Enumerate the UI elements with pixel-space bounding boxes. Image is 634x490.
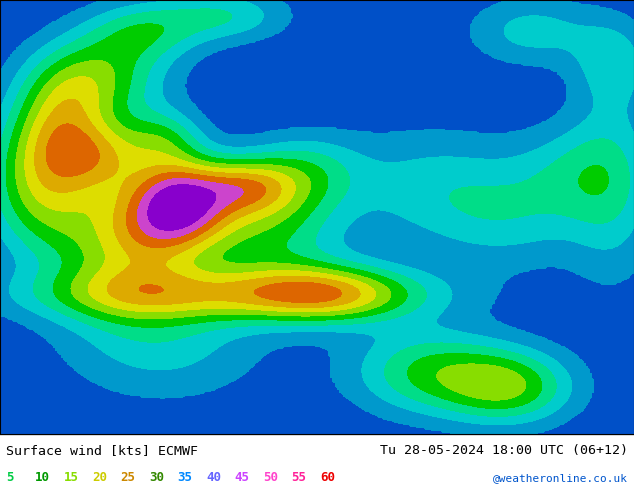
Text: Tu 28-05-2024 18:00 UTC (06+12): Tu 28-05-2024 18:00 UTC (06+12) — [380, 444, 628, 457]
Text: 20: 20 — [92, 471, 107, 484]
Text: 25: 25 — [120, 471, 136, 484]
Text: 35: 35 — [178, 471, 193, 484]
Text: 30: 30 — [149, 471, 164, 484]
Text: @weatheronline.co.uk: @weatheronline.co.uk — [493, 472, 628, 483]
Text: 40: 40 — [206, 471, 221, 484]
Text: 60: 60 — [320, 471, 335, 484]
Text: Surface wind [kts] ECMWF: Surface wind [kts] ECMWF — [6, 444, 198, 457]
Text: 5: 5 — [6, 471, 14, 484]
Text: 10: 10 — [35, 471, 50, 484]
Text: 15: 15 — [63, 471, 79, 484]
Text: 55: 55 — [292, 471, 307, 484]
Text: 50: 50 — [263, 471, 278, 484]
Text: 45: 45 — [235, 471, 250, 484]
